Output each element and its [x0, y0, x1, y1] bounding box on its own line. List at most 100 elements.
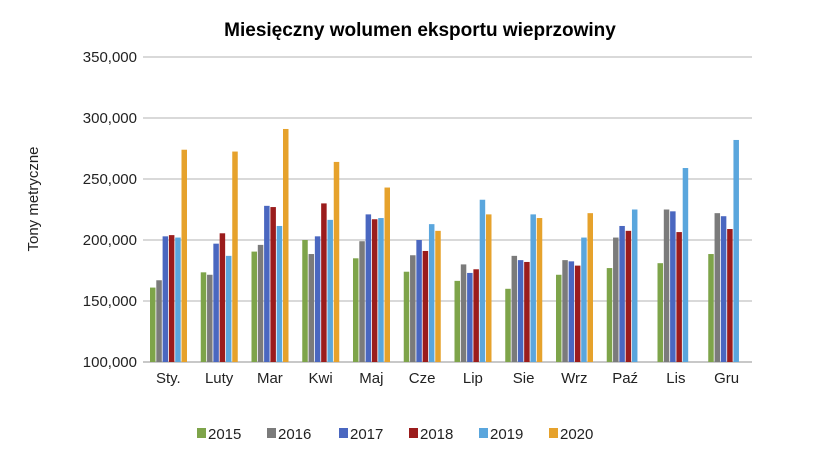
bar-2016-8: [562, 260, 568, 362]
x-tick-label: Wrz: [561, 370, 587, 387]
bar-2018-9: [625, 230, 632, 362]
bar-2020-3: [333, 161, 340, 362]
y-tick-label: 350,000: [83, 49, 137, 66]
y-tick-label: 150,000: [83, 293, 137, 310]
legend-label: 2015: [208, 426, 241, 443]
x-tick-label: Gru: [714, 370, 739, 387]
bar-2016-5: [410, 255, 416, 362]
bar-2017-1: [213, 243, 219, 362]
y-tick-label: 250,000: [83, 171, 137, 188]
x-tick-label: Sie: [513, 370, 535, 387]
bar-2016-2: [257, 244, 264, 362]
bar-2017-6: [467, 272, 473, 362]
x-tick-label: Luty: [205, 370, 234, 387]
x-tick-label: Cze: [409, 370, 436, 387]
bar-2017-2: [264, 205, 270, 362]
bar-2016-11: [714, 213, 721, 362]
bar-2020-6: [486, 214, 492, 362]
y-axis-label: Tony metryczne: [25, 146, 42, 251]
bar-2017-8: [568, 261, 575, 362]
bar-2018-10: [676, 232, 682, 362]
bar-2016-7: [511, 255, 518, 362]
bar-2020-2: [283, 128, 289, 362]
bar-2015-7: [505, 288, 511, 362]
bar-2019-7: [530, 214, 536, 362]
y-axis-ticks: 100,000 150,000 200,000 250,000 300,000 350,0…: [83, 49, 137, 371]
bar-2016-4: [359, 241, 365, 362]
bar-2018-6: [473, 269, 479, 362]
legend-swatch-2020: [549, 428, 558, 438]
x-tick-label: Sty.: [156, 370, 181, 387]
bar-2017-10: [670, 211, 676, 362]
bar-2019-4: [378, 218, 384, 362]
bar-2015-8: [556, 274, 562, 362]
bar-2018-7: [524, 261, 530, 362]
bar-2015-4: [353, 258, 359, 362]
bar-2017-0: [162, 236, 169, 362]
bar-2020-4: [384, 187, 390, 362]
bar-2017-4: [365, 214, 372, 362]
bar-2015-10: [657, 263, 663, 362]
bar-2019-1: [225, 255, 232, 362]
bar-2018-3: [321, 203, 327, 362]
legend-label: 2016: [278, 426, 311, 443]
x-axis-ticks: Sty. Luty Mar Kwi Maj Cze Lip Sie Wrz Paź Lis Gru: [156, 370, 739, 387]
bar-2019-0: [175, 237, 181, 362]
bar-2019-11: [733, 139, 739, 362]
bar-2016-10: [663, 209, 670, 362]
bar-2015-5: [403, 271, 410, 362]
bar-2019-2: [276, 225, 283, 362]
bar-2019-3: [327, 219, 333, 362]
bar-2016-0: [156, 280, 162, 362]
bar-2015-6: [454, 280, 460, 362]
bar-2018-4: [371, 219, 378, 362]
bar-2019-10: [682, 168, 689, 362]
legend-label: 2017: [350, 426, 383, 443]
bar-2020-1: [232, 151, 238, 362]
x-tick-label: Paź: [612, 370, 638, 387]
bar-2019-6: [479, 199, 486, 362]
bar-2017-3: [314, 236, 321, 362]
x-tick-label: Lis: [666, 370, 685, 387]
y-tick-label: 200,000: [83, 232, 137, 249]
gridlines: [143, 56, 752, 363]
bar-2017-5: [416, 240, 422, 362]
bar-2018-0: [168, 235, 175, 362]
bar-2016-6: [460, 264, 467, 362]
bar-2018-1: [219, 233, 226, 362]
y-tick-label: 300,000: [83, 110, 137, 127]
bar-2015-1: [200, 272, 207, 362]
y-tick-label: 100,000: [83, 354, 137, 371]
legend-swatch-2019: [479, 428, 488, 438]
legend-label: 2018: [420, 426, 453, 443]
legend-label: 2019: [490, 426, 523, 443]
bar-2015-0: [150, 287, 156, 362]
x-tick-label: Maj: [359, 370, 383, 387]
x-tick-label: Kwi: [309, 370, 333, 387]
bar-2017-11: [720, 216, 727, 362]
legend: 2015 2016 2017 2018 2019 2020: [197, 426, 593, 443]
bar-2018-8: [574, 265, 581, 362]
bar-2015-9: [606, 268, 613, 362]
bar-2015-2: [251, 251, 257, 362]
x-tick-label: Mar: [257, 370, 283, 387]
bar-2017-7: [517, 260, 524, 362]
bar-2018-11: [727, 229, 733, 362]
chart-title: Miesięczny wolumen eksportu wieprzowiny: [224, 20, 616, 41]
legend-swatch-2016: [267, 428, 276, 438]
bar-2019-8: [581, 237, 587, 362]
bar-2015-3: [302, 240, 308, 362]
legend-swatch-2018: [409, 428, 418, 438]
bar-2020-8: [587, 213, 593, 362]
bar-2016-1: [207, 274, 213, 362]
bar-2017-9: [619, 225, 625, 362]
x-tick-label: Lip: [463, 370, 483, 387]
bar-2020-7: [536, 218, 543, 362]
bar-2018-2: [270, 207, 276, 362]
bars: [150, 128, 739, 362]
bar-2020-0: [181, 149, 187, 362]
bar-2018-5: [422, 250, 429, 362]
bar-2016-9: [613, 237, 619, 362]
legend-swatch-2015: [197, 428, 206, 438]
